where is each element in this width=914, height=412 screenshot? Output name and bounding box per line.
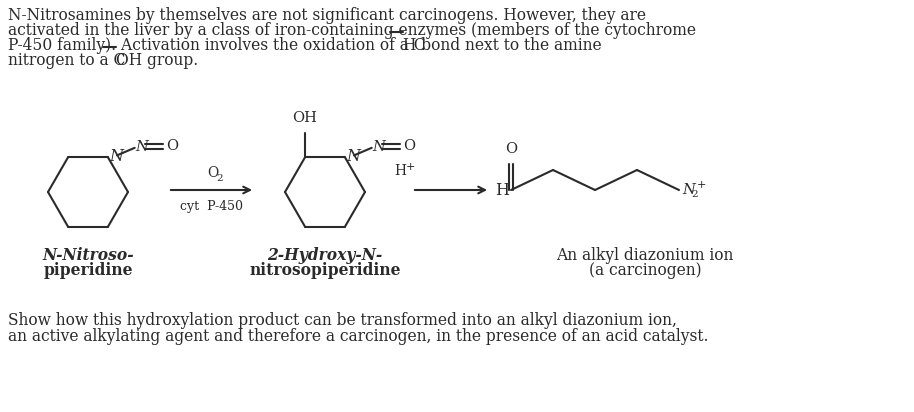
Text: O: O [207,166,218,180]
Text: an active alkylating agent and therefore a carcinogen, in the presence of an aci: an active alkylating agent and therefore… [8,328,708,345]
Text: +: + [406,162,415,172]
Text: OH group.: OH group. [116,52,198,69]
Text: activated in the liver by a class of iron-containing enzymes (members of the cyt: activated in the liver by a class of iro… [8,22,696,39]
Text: Show how this hydroxylation product can be transformed into an alkyl diazonium i: Show how this hydroxylation product can … [8,312,677,329]
Text: N: N [373,140,386,154]
Text: nitrosopiperidine: nitrosopiperidine [250,262,400,279]
Text: 2: 2 [217,174,223,183]
Text: nitrogen to a C: nitrogen to a C [8,52,125,69]
Text: O: O [403,139,415,153]
Text: N-Nitroso-: N-Nitroso- [42,247,133,264]
Text: P-450 family). Activation involves the oxidation of a C: P-450 family). Activation involves the o… [8,37,426,54]
Text: piperidine: piperidine [43,262,133,279]
Text: +: + [697,180,707,190]
Text: N: N [109,148,123,165]
Text: H bond next to the amine: H bond next to the amine [403,37,601,54]
Text: H: H [495,182,509,199]
Text: O: O [165,139,178,153]
Text: 2: 2 [691,190,697,199]
Text: (a carcinogen): (a carcinogen) [589,262,701,279]
Text: O: O [505,142,517,156]
Text: cyt  P-450: cyt P-450 [180,200,243,213]
Text: An alkyl diazonium ion: An alkyl diazonium ion [557,247,734,264]
Text: H: H [394,164,406,178]
Text: OH: OH [292,111,317,125]
Text: N: N [135,140,148,154]
Text: N: N [346,148,360,165]
Text: 2-Hydroxy-N-: 2-Hydroxy-N- [268,247,383,264]
Text: N-Nitrosamines by themselves are not significant carcinogens. However, they are: N-Nitrosamines by themselves are not sig… [8,7,646,24]
Text: N: N [682,183,695,197]
